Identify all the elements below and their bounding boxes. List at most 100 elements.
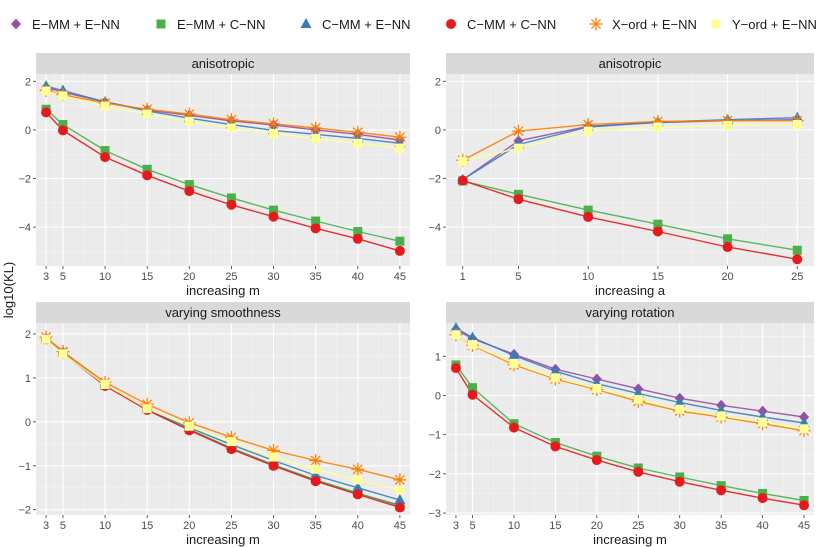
data-point-c-mm-c-nn (722, 242, 733, 253)
x-tick-label: 15 (549, 520, 561, 532)
x-tick-label: 40 (352, 520, 364, 532)
data-point-c-mm-c-nn (226, 444, 237, 455)
data-point-c-mm-c-nn (799, 500, 810, 511)
data-point-x-ord-e-nn (224, 113, 238, 127)
data-point-c-mm-c-nn (792, 254, 803, 265)
data-point-y-ord-e-nn (353, 138, 363, 148)
data-point-c-mm-e-nn (467, 331, 479, 342)
data-point-x-ord-e-nn (267, 117, 281, 131)
data-point-y-ord-e-nn (799, 424, 809, 434)
y-tick-label: 2 (435, 76, 441, 88)
data-point-c-mm-c-nn (226, 199, 237, 210)
data-point-y-ord-e-nn (758, 417, 768, 427)
x-tick-label: 3 (453, 520, 459, 532)
data-point-e-mm-c-nn (583, 205, 593, 215)
data-point-x-ord-e-nn (351, 462, 365, 476)
legend-item-e-mm-e-nn: E−MM + E−NN (11, 17, 120, 32)
data-point-c-mm-c-nn (508, 422, 519, 433)
x-tick-label: 5 (60, 520, 66, 532)
data-point-y-ord-e-nn (509, 358, 519, 368)
panel-1: anisotropic −4 −2 0 2 3 5 10 15 20 25 30 35 40 45 incre… (18, 53, 410, 298)
series-line-y-ord-e-nn (455, 334, 805, 430)
data-point-c-mm-c-nn (352, 489, 363, 500)
data-point-x-ord-e-nn (309, 121, 323, 135)
series-line-x-ord-e-nn (455, 334, 805, 432)
data-point-c-mm-c-nn (184, 186, 195, 197)
data-point-c-mm-e-nn (352, 481, 364, 492)
data-point-c-mm-c-nn (142, 170, 153, 181)
x-tick-label: 3 (43, 520, 49, 532)
data-point-x-ord-e-nn (651, 114, 665, 128)
data-point-e-mm-c-nn (311, 216, 321, 226)
series-lines (455, 327, 805, 506)
data-point-e-mm-c-nn (184, 180, 194, 190)
legend-item-x-ord-e-nn: X−ord + E−NN (589, 17, 697, 32)
y-tick-label: 0 (435, 390, 441, 402)
data-point-c-mm-c-nn (591, 455, 602, 466)
y-tick-label: −3 (428, 508, 441, 520)
data-point-y-ord-e-nn (100, 380, 110, 390)
y-tick-label: −1 (428, 430, 441, 442)
data-point-e-mm-c-nn (142, 164, 152, 174)
plot-background (36, 323, 410, 515)
x-tick-label: 30 (267, 271, 279, 283)
legend-label: E−MM + C−NN (177, 17, 266, 32)
data-point-c-mm-c-nn (716, 485, 727, 496)
y-tick-label: −4 (428, 222, 441, 234)
data-point-x-ord-e-nn (393, 130, 407, 144)
x-axis-label: increasing m (593, 532, 667, 547)
y-tick-label: 0 (435, 125, 441, 137)
series-line-x-ord-e-nn (462, 119, 798, 161)
data-point-y-ord-e-nn (592, 383, 602, 393)
panel-title: anisotropic (599, 56, 662, 71)
data-point-y-ord-e-nn (675, 404, 685, 414)
data-point-c-mm-e-nn (674, 396, 686, 407)
legend-key-triangle-icon (300, 18, 312, 28)
y-tick-label: 0 (25, 417, 31, 429)
data-point-y-ord-e-nn (311, 464, 321, 474)
data-point-c-mm-c-nn (268, 211, 279, 222)
data-point-y-ord-e-nn (184, 421, 194, 431)
series-line-y-ord-e-nn (462, 123, 798, 163)
data-point-y-ord-e-nn (184, 116, 194, 126)
data-point-c-mm-e-nn (394, 494, 406, 505)
x-tick-label: 15 (652, 271, 664, 283)
y-tick-label: 0 (25, 125, 31, 137)
y-tick-label: 2 (25, 329, 31, 341)
data-point-e-mm-c-nn (792, 245, 802, 255)
x-tick-label: 40 (756, 520, 768, 532)
data-point-y-ord-e-nn (226, 437, 236, 447)
data-point-c-mm-c-nn (100, 152, 111, 163)
data-point-c-mm-c-nn (394, 502, 405, 513)
series-line-x-ord-e-nn (45, 336, 401, 481)
legend-key-circle-icon (446, 19, 456, 29)
x-axis-label: increasing m (186, 283, 260, 298)
panel-title: varying rotation (586, 305, 675, 320)
data-point-c-mm-c-nn (652, 226, 663, 237)
x-tick-label: 45 (394, 520, 406, 532)
data-point-e-mm-c-nn (723, 234, 733, 244)
x-tick-label: 10 (99, 271, 111, 283)
data-point-y-ord-e-nn (269, 452, 279, 462)
series-line-e-mm-e-nn (45, 86, 400, 141)
panel-strip (36, 302, 410, 323)
x-tick-label: 25 (632, 520, 644, 532)
data-point-e-mm-c-nn (653, 219, 663, 229)
data-point-x-ord-e-nn (140, 102, 154, 116)
legend-item-y-ord-e-nn: Y−ord + E−NN (711, 17, 817, 32)
data-point-y-ord-e-nn (142, 404, 152, 414)
series-line-c-mm-c-nn (455, 367, 805, 506)
y-tick-label: 2 (25, 76, 31, 88)
series-line-y-ord-e-nn (45, 90, 400, 149)
data-point-y-ord-e-nn (142, 109, 152, 119)
data-point-y-ord-e-nn (716, 411, 726, 421)
x-tick-label: 20 (183, 271, 195, 283)
panel-strip (446, 53, 814, 74)
x-tick-label: 20 (721, 271, 733, 283)
data-point-c-mm-c-nn (633, 466, 644, 477)
series-line-e-mm-c-nn (45, 108, 401, 242)
series-line-x-ord-e-nn (45, 89, 400, 138)
data-point-c-mm-c-nn (352, 233, 363, 244)
